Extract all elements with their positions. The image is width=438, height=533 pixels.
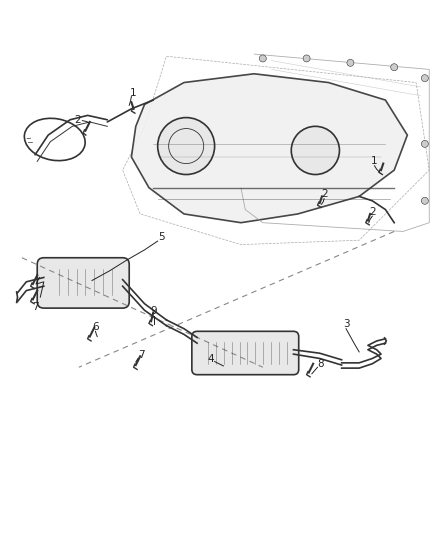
Text: 1: 1 [130,87,137,98]
Text: 3: 3 [343,319,350,329]
Circle shape [421,197,428,204]
Circle shape [347,59,354,66]
Text: 7: 7 [138,350,145,360]
Text: 5: 5 [158,232,165,242]
Circle shape [303,55,310,62]
Circle shape [421,140,428,147]
Text: 4: 4 [208,354,215,365]
Text: 2: 2 [74,115,81,125]
Text: 1: 1 [371,156,378,166]
Circle shape [391,64,398,71]
Text: 9: 9 [151,306,158,316]
Text: 7: 7 [32,302,39,312]
Circle shape [421,75,428,82]
FancyBboxPatch shape [37,258,129,308]
Text: 8: 8 [317,359,324,369]
Text: 2: 2 [369,207,376,217]
Text: 2: 2 [321,189,328,199]
Circle shape [291,126,339,174]
Polygon shape [131,74,407,223]
Text: 6: 6 [92,322,99,332]
Circle shape [158,118,215,174]
FancyBboxPatch shape [192,332,299,375]
Circle shape [259,55,266,62]
